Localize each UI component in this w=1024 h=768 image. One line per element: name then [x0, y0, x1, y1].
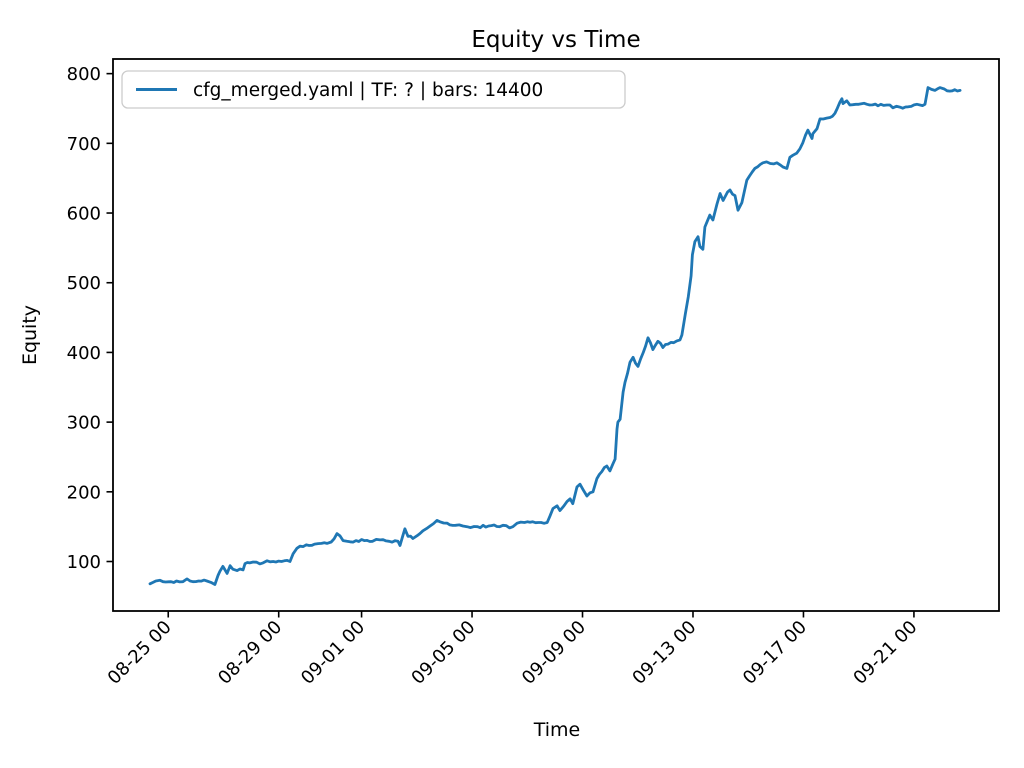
x-tick-label: 09-21 00 [849, 617, 921, 689]
y-tick-label: 600 [67, 204, 101, 225]
x-tick-label: 08-25 00 [104, 617, 176, 689]
plot-frame [112, 58, 1000, 612]
x-tick-label: 09-17 00 [739, 617, 811, 689]
legend: cfg_merged.yaml | TF: ? | bars: 14400 [121, 70, 626, 109]
axes-spines [112, 58, 1000, 612]
axis-ticks: 08-25 00 08-29 00 09-01 00 09-05 00 09-09 00… [67, 64, 922, 689]
y-tick-label: 300 [67, 413, 101, 434]
y-tick-label: 800 [67, 64, 101, 85]
x-tick-label: 09-09 00 [518, 617, 590, 689]
x-tick-label: 08-29 00 [214, 617, 286, 689]
legend-box [121, 70, 626, 109]
y-tick-label: 200 [67, 482, 101, 503]
chart-title: Equity vs Time [471, 27, 640, 53]
x-tick-label: 09-13 00 [628, 617, 700, 689]
x-tick-label: 09-05 00 [407, 617, 479, 689]
x-tick-label: 09-01 00 [297, 617, 369, 689]
y-tick-label: 400 [67, 343, 101, 364]
equity-curve [148, 86, 962, 586]
y-tick-label: 100 [67, 552, 101, 573]
equity-line-series [148, 86, 962, 586]
y-axis-label: Equity [19, 305, 41, 365]
x-axis-label: Time [533, 719, 581, 741]
y-tick-label: 500 [67, 273, 101, 294]
legend-entry-label: cfg_merged.yaml | TF: ? | bars: 14400 [193, 80, 543, 101]
y-tick-label: 700 [67, 134, 101, 155]
